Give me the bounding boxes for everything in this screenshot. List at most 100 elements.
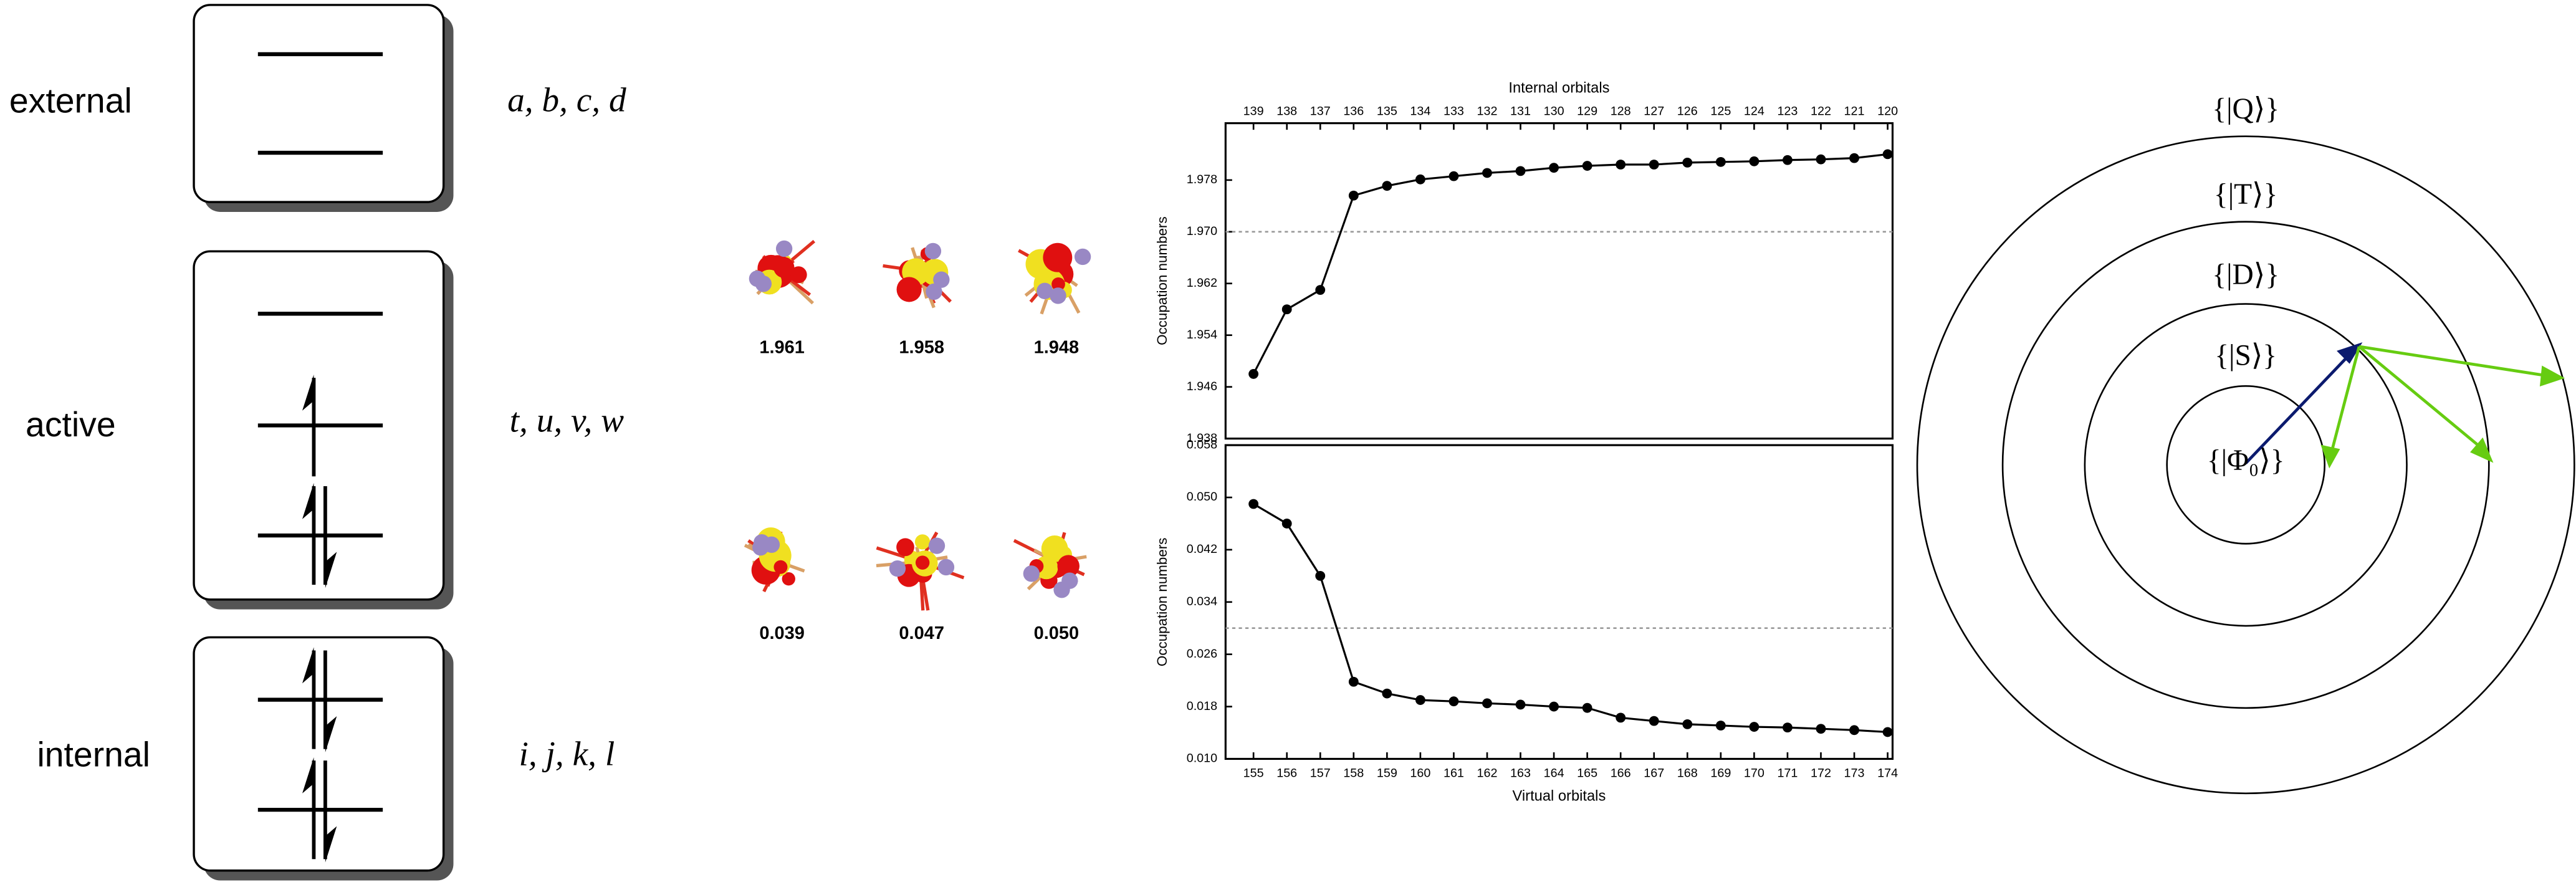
occupation-label: 1.961 xyxy=(759,337,805,357)
y-tick-label: 0.026 xyxy=(1187,647,1217,661)
x-tick-label: 158 xyxy=(1343,766,1364,780)
lobe xyxy=(1057,555,1080,577)
data-point xyxy=(1482,168,1492,178)
x-tick-label: 124 xyxy=(1744,104,1764,118)
atom xyxy=(928,537,946,554)
x-tick-label: 133 xyxy=(1444,104,1464,118)
occupation-label: 0.050 xyxy=(1034,623,1080,643)
data-point xyxy=(1382,688,1392,699)
data-point xyxy=(1415,695,1425,705)
x-tick-label: 161 xyxy=(1444,766,1464,780)
data-point xyxy=(1882,727,1893,737)
x-tick-label: 162 xyxy=(1477,766,1498,780)
data-point xyxy=(1882,149,1893,160)
y-tick-label: 1.962 xyxy=(1187,276,1217,290)
lobe xyxy=(773,560,788,574)
data-point xyxy=(1616,712,1626,723)
y-tick-label: 0.018 xyxy=(1187,699,1217,713)
data-point xyxy=(1749,156,1760,166)
x-tick-label: 126 xyxy=(1677,104,1698,118)
data-point xyxy=(1448,171,1459,181)
data-point xyxy=(1315,570,1326,581)
orbital-indices: t, u, v, w xyxy=(510,401,625,439)
x-tick-label: 120 xyxy=(1877,104,1898,118)
lobe xyxy=(914,534,931,550)
y-tick-label: 0.050 xyxy=(1187,490,1217,504)
atom xyxy=(1023,565,1040,582)
occupation-label: 1.958 xyxy=(899,337,944,357)
data-point xyxy=(1715,721,1726,731)
x-tick-label: 172 xyxy=(1811,766,1831,780)
data-point xyxy=(1682,157,1693,168)
data-point xyxy=(1749,722,1760,732)
x-tick-label: 173 xyxy=(1844,766,1865,780)
lobe xyxy=(782,572,795,586)
data-point xyxy=(1281,304,1292,315)
atom xyxy=(1053,581,1070,598)
data-line xyxy=(1252,153,1888,375)
space-name: internal xyxy=(37,735,150,774)
space-label: {|Φ₀⟩} xyxy=(2207,444,2285,477)
x-tick-label: 160 xyxy=(1410,766,1430,780)
occupation-label: 0.047 xyxy=(899,623,944,643)
x-tick-label: 136 xyxy=(1343,104,1364,118)
lobe xyxy=(915,555,930,570)
data-point xyxy=(1382,181,1392,191)
atom xyxy=(1050,287,1066,304)
lobe xyxy=(773,257,795,278)
x-tick-label: 122 xyxy=(1811,104,1831,118)
data-point xyxy=(1248,369,1259,379)
x-tick-label: 157 xyxy=(1310,766,1331,780)
space-name: external xyxy=(9,82,132,120)
atom xyxy=(775,240,793,257)
x-tick-label: 155 xyxy=(1243,766,1264,780)
external-box xyxy=(193,4,445,203)
y-tick-label: 1.970 xyxy=(1187,224,1217,238)
y-axis-label: Occupation numbers xyxy=(1154,216,1170,345)
x-tick-label: 125 xyxy=(1710,104,1731,118)
atom xyxy=(1074,248,1091,266)
y-tick-label: 1.978 xyxy=(1187,173,1217,186)
space-name: active xyxy=(26,405,116,444)
x-axis-label: Internal orbitals xyxy=(1508,80,1609,97)
x-tick-label: 174 xyxy=(1877,766,1898,780)
space-label: {|T⟩} xyxy=(2214,178,2278,211)
space-label: {|D⟩} xyxy=(2212,259,2279,291)
data-point xyxy=(1515,166,1526,176)
y-tick-label: 1.954 xyxy=(1187,328,1217,342)
data-point xyxy=(1515,699,1526,710)
circle xyxy=(2084,303,2408,627)
x-tick-label: 139 xyxy=(1243,104,1264,118)
x-tick-label: 165 xyxy=(1577,766,1597,780)
x-tick-label: 159 xyxy=(1377,766,1397,780)
orbital-indices: i, j, k, l xyxy=(519,735,615,773)
plot-frame xyxy=(1224,122,1894,440)
x-tick-label: 166 xyxy=(1611,766,1631,780)
lobe xyxy=(896,277,922,302)
atom xyxy=(889,560,906,577)
y-tick-label: 1.938 xyxy=(1187,431,1217,445)
x-tick-label: 171 xyxy=(1777,766,1798,780)
data-point xyxy=(1348,676,1359,687)
excitation-circles xyxy=(1916,135,2575,795)
x-tick-label: 170 xyxy=(1744,766,1764,780)
y-axis-label: Occupation numbers xyxy=(1154,538,1170,667)
x-tick-label: 164 xyxy=(1544,766,1564,780)
data-point xyxy=(1482,698,1492,709)
x-tick-label: 169 xyxy=(1710,766,1731,780)
space-label: {|Q⟩} xyxy=(2212,93,2279,125)
data-point xyxy=(1816,154,1826,165)
atom xyxy=(933,271,950,288)
circle xyxy=(2001,221,2490,709)
data-point xyxy=(1348,190,1359,201)
data-point xyxy=(1248,499,1259,509)
x-tick-label: 134 xyxy=(1410,104,1430,118)
orbital-indices: a, b, c, d xyxy=(507,81,626,119)
x-tick-label: 138 xyxy=(1276,104,1297,118)
data-point xyxy=(1549,163,1559,173)
y-tick-label: 0.010 xyxy=(1187,752,1217,765)
lobe xyxy=(1043,242,1073,272)
x-tick-label: 135 xyxy=(1377,104,1397,118)
x-tick-label: 132 xyxy=(1477,104,1498,118)
